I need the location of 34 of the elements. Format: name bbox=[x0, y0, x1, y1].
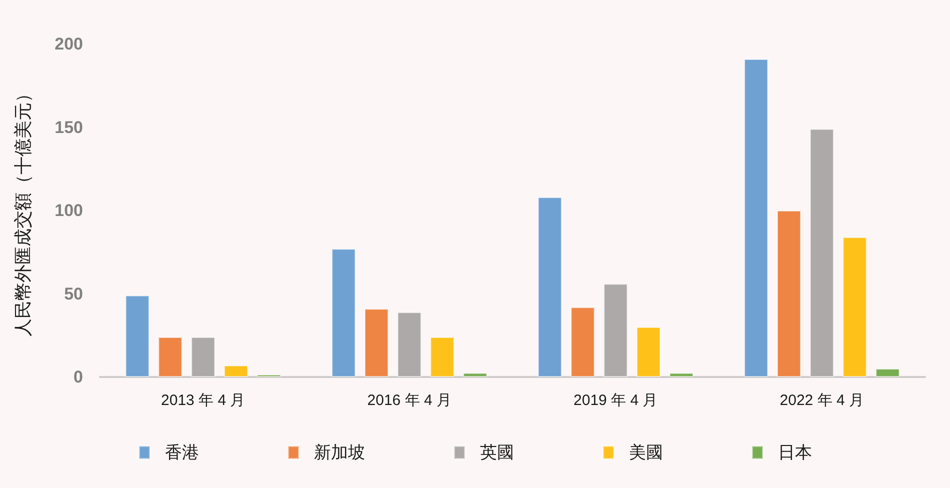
bar bbox=[397, 312, 422, 377]
bar bbox=[669, 372, 694, 377]
bar bbox=[463, 372, 488, 377]
bar bbox=[430, 337, 454, 377]
y-axis-title: 人民幣外匯成交額（十億美元） bbox=[13, 84, 33, 336]
y-tick-label: 50 bbox=[64, 284, 83, 304]
y-tick-label: 150 bbox=[54, 118, 83, 137]
x-tick-label: 2016 年 4 月 bbox=[367, 392, 452, 409]
bar bbox=[604, 284, 628, 377]
bar bbox=[876, 368, 900, 377]
bar bbox=[570, 307, 595, 377]
bar bbox=[332, 248, 356, 377]
x-tick-label: 2022 年 4 月 bbox=[780, 392, 864, 409]
bar bbox=[125, 295, 150, 377]
bar bbox=[776, 210, 801, 377]
x-tick-label: 2013 年 4 月 bbox=[161, 392, 246, 409]
bar bbox=[364, 308, 388, 377]
y-tick-label: 200 bbox=[54, 34, 83, 54]
bar bbox=[810, 128, 834, 377]
bar bbox=[744, 58, 768, 377]
bar bbox=[842, 237, 867, 377]
bar bbox=[158, 337, 182, 377]
legend-label: 美國 bbox=[629, 443, 663, 462]
bar bbox=[191, 337, 216, 377]
bar bbox=[636, 327, 661, 377]
bar bbox=[538, 197, 562, 377]
legend-label: 英國 bbox=[480, 443, 514, 462]
bar bbox=[224, 365, 248, 377]
y-tick-label: 100 bbox=[54, 201, 83, 220]
legend-label: 香港 bbox=[165, 443, 199, 462]
legend-label: 新加坡 bbox=[314, 443, 365, 462]
y-tick-label: 0 bbox=[74, 368, 83, 386]
legend-label: 日本 bbox=[778, 443, 812, 462]
x-tick-label: 2019 年 4 月 bbox=[574, 392, 658, 409]
